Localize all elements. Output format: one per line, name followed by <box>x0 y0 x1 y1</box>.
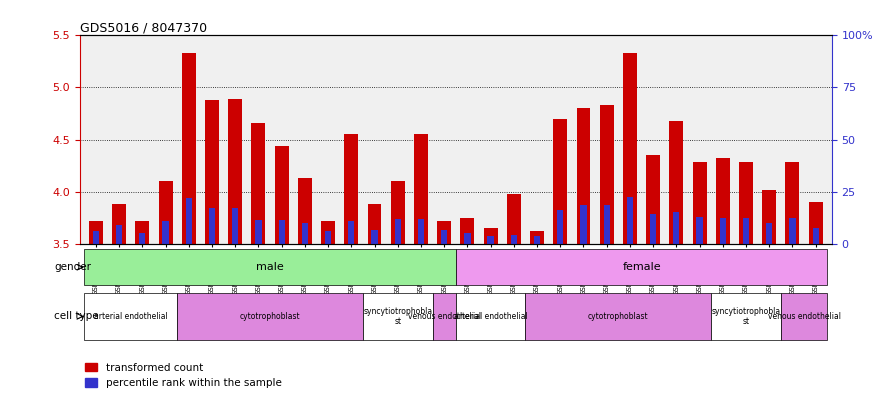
Bar <box>786 162 799 244</box>
Bar <box>558 210 564 244</box>
Bar <box>367 204 381 244</box>
Bar <box>391 181 404 244</box>
Bar <box>716 158 730 244</box>
Bar <box>812 228 819 244</box>
Bar <box>139 233 145 244</box>
Bar <box>372 230 378 244</box>
Bar <box>488 236 494 244</box>
Bar <box>600 105 613 244</box>
Text: syncytiotrophobla
st: syncytiotrophobla st <box>712 307 781 326</box>
Bar <box>553 119 567 244</box>
Bar <box>781 293 827 340</box>
Bar <box>88 221 103 244</box>
Bar <box>507 194 520 244</box>
Bar <box>623 53 637 244</box>
Bar <box>530 231 544 244</box>
Bar <box>511 235 517 244</box>
Bar <box>646 155 660 244</box>
Bar <box>135 221 150 244</box>
Bar <box>696 217 703 244</box>
Bar <box>693 162 706 244</box>
Text: venous endothelial: venous endothelial <box>408 312 481 321</box>
Bar <box>789 218 796 244</box>
Bar <box>809 202 823 244</box>
Bar <box>627 197 633 244</box>
Text: gender: gender <box>54 262 91 272</box>
Bar <box>344 134 358 244</box>
Bar <box>720 218 726 244</box>
Text: arterial endothelial: arterial endothelial <box>94 312 167 321</box>
Text: arterial endothelial: arterial endothelial <box>454 312 527 321</box>
Bar <box>255 220 262 244</box>
Bar <box>576 108 590 244</box>
Bar <box>483 228 497 244</box>
Text: female: female <box>622 262 661 272</box>
Bar <box>348 221 354 244</box>
Bar <box>465 233 471 244</box>
Text: GDS5016 / 8047370: GDS5016 / 8047370 <box>80 21 207 34</box>
Bar <box>456 249 827 285</box>
Bar <box>456 293 526 340</box>
Text: venous endothelial: venous endothelial <box>767 312 841 321</box>
Bar <box>84 249 456 285</box>
Bar <box>673 212 680 244</box>
Bar <box>669 121 683 244</box>
Bar <box>325 231 331 244</box>
Bar <box>363 293 433 340</box>
Bar <box>93 231 99 244</box>
Bar <box>766 223 773 244</box>
Bar <box>604 205 610 244</box>
Bar <box>534 236 540 244</box>
Bar <box>762 189 776 244</box>
Bar <box>739 162 753 244</box>
Bar <box>84 293 177 340</box>
Text: cell type: cell type <box>54 311 99 321</box>
Bar <box>181 53 196 244</box>
Text: male: male <box>256 262 284 272</box>
Bar <box>163 221 169 244</box>
Bar <box>177 293 363 340</box>
Bar <box>298 178 312 244</box>
Bar <box>712 293 781 340</box>
Bar <box>650 215 657 244</box>
Bar <box>526 293 712 340</box>
Bar <box>414 134 428 244</box>
Bar <box>743 218 749 244</box>
Bar <box>112 204 126 244</box>
Text: syncytiotrophobla
st: syncytiotrophobla st <box>363 307 432 326</box>
Bar <box>232 208 238 244</box>
Bar <box>209 208 215 244</box>
Bar <box>460 218 474 244</box>
Bar <box>418 219 424 244</box>
Bar <box>116 225 122 244</box>
Legend: transformed count, percentile rank within the sample: transformed count, percentile rank withi… <box>85 363 281 388</box>
Bar <box>302 223 308 244</box>
Bar <box>251 123 266 244</box>
Bar <box>279 220 285 244</box>
Bar <box>437 221 451 244</box>
Bar <box>186 198 192 244</box>
Bar <box>395 219 401 244</box>
Text: cytotrophoblast: cytotrophoblast <box>240 312 300 321</box>
Bar <box>228 99 242 244</box>
Bar <box>274 146 289 244</box>
Bar <box>433 293 456 340</box>
Text: cytotrophoblast: cytotrophoblast <box>588 312 649 321</box>
Bar <box>158 181 173 244</box>
Bar <box>441 230 447 244</box>
Bar <box>581 205 587 244</box>
Bar <box>321 221 335 244</box>
Bar <box>205 100 219 244</box>
